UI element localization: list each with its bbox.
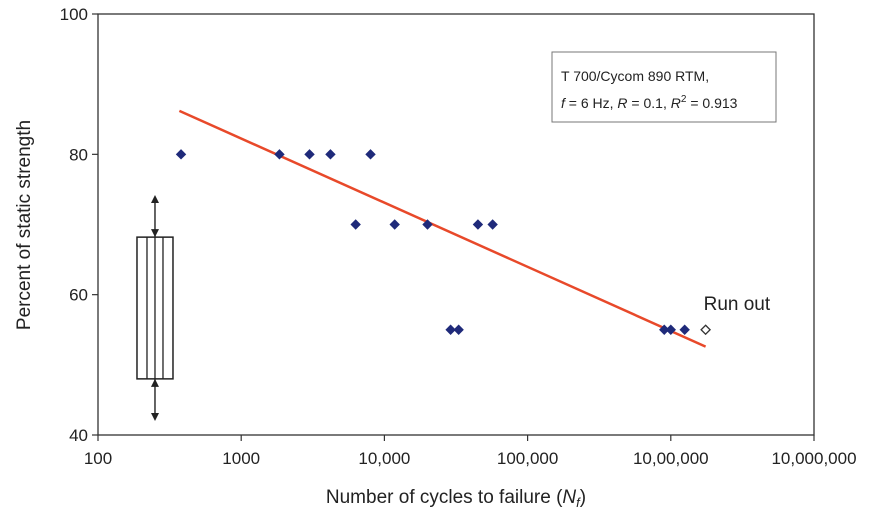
y-axis-label: Percent of static strength <box>14 120 35 330</box>
data-point-1 <box>274 149 285 160</box>
x-tick-label-3: 100,000 <box>497 449 558 468</box>
data-point-9 <box>487 219 498 230</box>
data-point-7 <box>422 219 433 230</box>
data-point-3 <box>325 149 336 160</box>
band-arrowhead-top-up <box>150 195 159 204</box>
scatter-band <box>136 195 174 421</box>
legend-box <box>551 51 777 123</box>
data-point-8 <box>472 219 484 230</box>
y-tick-label-0: 40 <box>69 426 88 445</box>
data-point-12 <box>659 324 670 335</box>
runout-label: Run out <box>704 294 771 315</box>
y-tick-label-2: 80 <box>69 145 88 164</box>
data-point-13 <box>665 324 676 335</box>
data-point-2 <box>304 149 315 160</box>
legend-line-2: f = 6 Hz, R = 0.1, R2 = 0.913 <box>561 94 738 111</box>
band-arrowhead-bottom-down <box>150 412 159 421</box>
legend-line-1: T 700/Cycom 890 RTM, <box>561 68 709 84</box>
legend: T 700/Cycom 890 RTM, f = 6 Hz, R = 0.1, … <box>551 51 777 123</box>
y-tick-label-3: 100 <box>60 5 88 24</box>
data-point-11 <box>453 324 464 335</box>
data-points <box>175 149 690 335</box>
x-tick-label-1: 1000 <box>222 449 260 468</box>
runout-group: Run out <box>700 294 771 336</box>
data-point-4 <box>365 149 376 160</box>
x-tick-label-5: 10,000,000 <box>771 449 856 468</box>
data-point-10 <box>445 324 456 335</box>
data-point-6 <box>389 219 400 230</box>
band-arrowhead-bottom-up <box>150 378 159 387</box>
x-tick-label-2: 10,000 <box>358 449 410 468</box>
band-arrowhead-top-down <box>150 229 159 238</box>
data-point-0 <box>175 149 187 160</box>
data-point-14 <box>679 324 690 335</box>
y-tick-label-1: 60 <box>69 286 88 305</box>
runout-point <box>700 324 712 336</box>
x-tick-label-4: 10,00,000 <box>633 449 709 468</box>
trendline <box>178 109 707 348</box>
tick-group: 100 1000 10,000 100,000 10,00,000 10,000,000 4… <box>60 5 857 468</box>
x-axis-label: Number of cycles to failure (Nf) <box>326 487 586 510</box>
data-point-5 <box>350 219 361 230</box>
x-tick-label-0: 100 <box>84 449 112 468</box>
